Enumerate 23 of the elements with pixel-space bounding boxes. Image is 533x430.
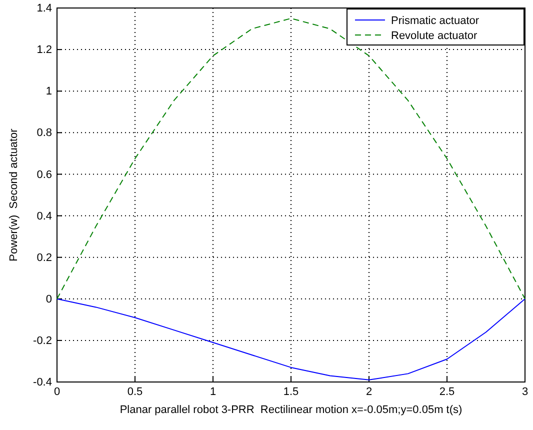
y-tick-label: 0.4 xyxy=(36,210,52,222)
y-tick-label: 1.4 xyxy=(36,2,52,15)
x-axis-title: Planar parallel robot 3-PRR Rectilinear motion x=-0.05m;y=0.05m t(s) xyxy=(120,404,462,416)
x-tick-label: 0.5 xyxy=(127,386,143,398)
y-tick-label: 0.2 xyxy=(36,252,52,264)
x-tick-label: 0 xyxy=(54,386,60,398)
y-tick-label: 0.8 xyxy=(36,127,52,140)
legend-label: Revolute actuator xyxy=(391,30,478,42)
y-tick-label: 0 xyxy=(46,293,52,306)
x-tick-label: 2 xyxy=(366,386,372,398)
x-tick-label: 3 xyxy=(522,386,528,398)
x-tick-label: 2.5 xyxy=(439,386,455,398)
line-series xyxy=(56,18,526,300)
legend-label: Prismatic actuator xyxy=(391,15,480,27)
line-series xyxy=(56,298,526,380)
y-tick-label: 0.6 xyxy=(36,168,52,181)
y-tick-label: -0.2 xyxy=(33,334,52,347)
y-tick-label: 1.2 xyxy=(36,44,52,56)
y-axis-title: Power(w) Second actuator xyxy=(8,128,20,262)
y-tick-label: 1 xyxy=(46,86,52,98)
y-tick-label: -0.4 xyxy=(33,376,52,389)
x-tick-label: 1 xyxy=(210,386,216,398)
x-tick-label: 1.5 xyxy=(283,386,299,398)
